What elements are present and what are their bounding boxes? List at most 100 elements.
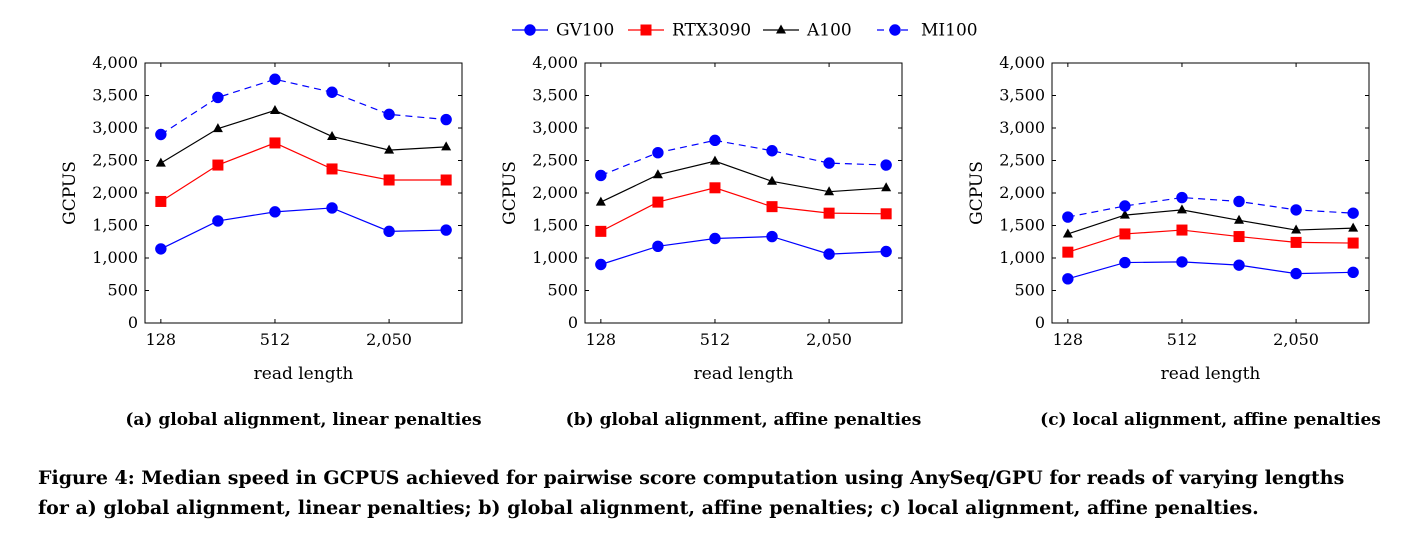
series-line-rtx3090 [1067, 229, 1354, 253]
data-point-rtx3090 [269, 137, 281, 149]
data-point-a100 [212, 123, 223, 133]
plot-frame [1051, 62, 1370, 324]
y-tick-label: 0 [1035, 313, 1045, 332]
data-point-a100 [269, 104, 280, 114]
legend-marker-gv100 [524, 24, 536, 36]
data-point-mi100 [155, 128, 167, 141]
y-axis-label: GCPUS [967, 161, 987, 225]
legend-marker-rtx3090 [640, 24, 652, 36]
figure-caption-line-2: for a) global alignment, linear penaltie… [38, 497, 1259, 519]
data-point-rtx3090 [1347, 237, 1359, 249]
data-point-mi100 [326, 86, 338, 98]
data-point-gv100 [383, 225, 395, 238]
figure-caption-line-1: Figure 4: Median speed in GCPUS achieved… [38, 467, 1345, 489]
data-point-gv100 [326, 202, 338, 214]
data-point-mi100 [1347, 207, 1359, 219]
data-point-gv100 [766, 230, 778, 243]
y-tick-label: 1,500 [999, 216, 1045, 235]
data-point-rtx3090 [155, 195, 167, 207]
data-point-gv100 [1176, 256, 1188, 268]
data-point-mi100 [1233, 195, 1245, 208]
data-point-gv100 [595, 258, 607, 271]
y-tick-label: 1,500 [92, 216, 138, 235]
series-line-gv100 [1067, 261, 1354, 280]
data-point-gv100 [269, 206, 281, 218]
subfigure-title: (a) global alignment, linear penalties [125, 410, 481, 430]
data-point-rtx3090 [212, 159, 224, 171]
data-point-a100 [155, 157, 166, 167]
y-tick-label: 500 [1014, 281, 1045, 300]
data-point-rtx3090 [766, 201, 778, 213]
data-point-mi100 [1119, 200, 1131, 212]
data-point-gv100 [709, 232, 721, 245]
subfigure-title: (c) local alignment, affine penalties [1040, 410, 1381, 430]
legend-label-a100: A100 [806, 21, 852, 41]
data-point-gv100 [1290, 267, 1302, 280]
y-tick-label: 500 [547, 281, 578, 300]
data-point-rtx3090 [1290, 236, 1302, 248]
series-line-mi100 [1067, 196, 1354, 218]
data-point-a100 [1119, 209, 1130, 219]
series-line-a100 [160, 109, 447, 164]
data-point-rtx3090 [383, 174, 395, 186]
data-point-mi100 [212, 91, 224, 104]
data-point-a100 [1291, 224, 1302, 234]
y-tick-label: 3,000 [999, 118, 1045, 137]
data-point-rtx3090 [823, 207, 835, 219]
data-point-a100 [595, 196, 606, 206]
y-tick-label: 3,500 [999, 86, 1045, 105]
y-tick-label: 500 [107, 281, 138, 300]
y-tick-label: 1,500 [532, 216, 578, 235]
x-tick-label: 512 [700, 330, 731, 349]
legend-label-gv100: GV100 [556, 21, 614, 41]
data-point-gv100 [212, 215, 224, 227]
y-tick-label: 3,500 [92, 86, 138, 105]
y-tick-label: 3,500 [532, 86, 578, 105]
data-point-mi100 [709, 134, 721, 147]
y-tick-label: 2,500 [532, 151, 578, 170]
y-tick-label: 3,000 [532, 118, 578, 137]
data-point-rtx3090 [1233, 231, 1245, 243]
series-line-a100 [600, 160, 887, 203]
data-point-gv100 [1119, 256, 1131, 269]
series-line-gv100 [600, 235, 887, 266]
data-point-gv100 [440, 224, 452, 236]
data-point-rtx3090 [440, 174, 452, 186]
data-point-mi100 [269, 73, 281, 85]
series-line-rtx3090 [600, 187, 887, 232]
y-tick-label: 1,000 [532, 248, 578, 267]
x-axis-label: read length [254, 364, 354, 384]
data-point-a100 [1234, 214, 1245, 224]
data-point-a100 [1348, 222, 1359, 232]
data-point-rtx3090 [595, 225, 607, 237]
legend-marker-mi100 [889, 24, 901, 36]
y-tick-label: 1,000 [92, 248, 138, 267]
data-point-mi100 [823, 157, 835, 169]
data-point-mi100 [1290, 204, 1302, 216]
legend-label-mi100: MI100 [921, 21, 978, 41]
data-point-gv100 [1062, 273, 1074, 285]
data-point-rtx3090 [652, 196, 664, 208]
x-axis-label: read length [1161, 364, 1261, 384]
x-tick-label: 2,050 [366, 330, 412, 349]
y-tick-label: 0 [128, 313, 138, 332]
x-tick-label: 512 [260, 330, 291, 349]
subfigure-title: (b) global alignment, affine penalties [566, 410, 922, 430]
data-point-mi100 [383, 108, 395, 121]
data-point-a100 [709, 155, 720, 165]
chart-panel-3: 0 500 1,000 1,500 2,000 2,500 3,000 3,500 4,000 1… [967, 53, 1381, 430]
x-tick-label: 128 [586, 330, 617, 349]
y-axis-label: GCPUS [60, 161, 80, 225]
y-tick-label: 2,000 [92, 183, 138, 202]
x-axis-label: read length [694, 364, 794, 384]
data-point-rtx3090 [1176, 224, 1188, 236]
data-point-mi100 [1062, 211, 1074, 223]
data-point-a100 [652, 169, 663, 179]
plot-frame [144, 62, 463, 324]
series-line-rtx3090 [160, 142, 447, 202]
legend: GV100 RTX3090 A100 MI100 [508, 17, 978, 43]
data-point-a100 [1062, 228, 1073, 238]
chart-panel-2: 0 500 1,000 1,500 2,000 2,500 3,000 3,500 4,000 1… [500, 53, 921, 430]
series-line-mi100 [160, 78, 447, 136]
